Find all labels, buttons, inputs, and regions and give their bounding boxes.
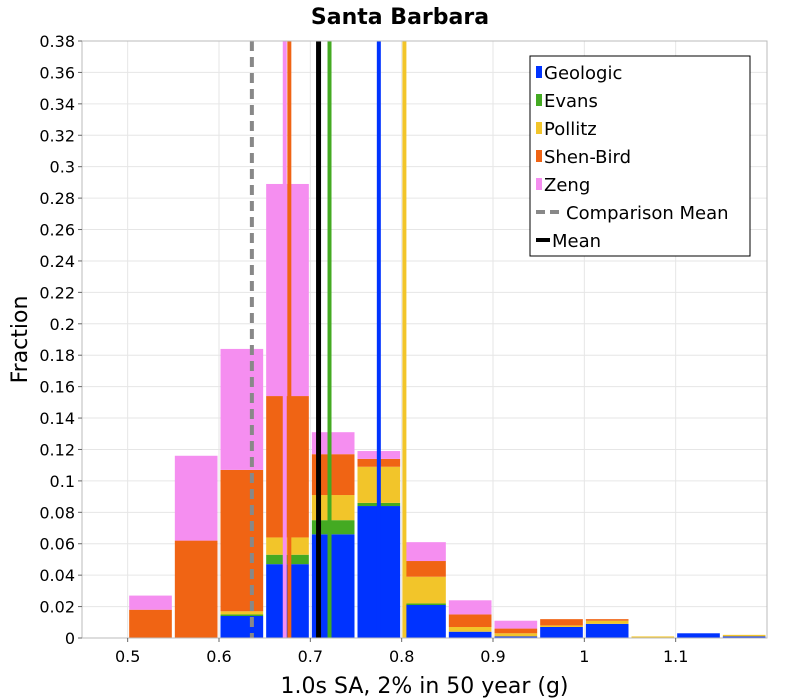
bar-zeng xyxy=(403,542,446,562)
x-tick-label: 0.6 xyxy=(206,647,231,666)
y-tick-label: 0.04 xyxy=(39,566,75,585)
x-axis: 0.5 0.6 0.7 0.8 0.9 1 1.1 xyxy=(115,638,688,666)
bar-pollitz xyxy=(631,636,675,638)
legend-label-zeng: Zeng xyxy=(544,175,590,196)
legend-swatch-zeng xyxy=(536,178,542,190)
bar-pollitz xyxy=(722,634,766,637)
y-tick-label: 0.12 xyxy=(39,440,75,459)
bar-geologic xyxy=(448,631,492,638)
x-tick-label: 0.8 xyxy=(389,647,414,666)
bar-zeng xyxy=(220,348,264,470)
y-tick-label: 0.3 xyxy=(50,158,75,177)
bar-shen-bird xyxy=(403,561,446,577)
chart-title: Santa Barbara xyxy=(311,5,489,30)
bar-shen-bird xyxy=(174,540,218,638)
x-tick-label: 0.9 xyxy=(480,647,505,666)
legend: Geologic Evans Pollitz Shen-Bird Zeng Compari… xyxy=(529,55,751,257)
y-axis: 0 0.02 0.04 0.06 0.08 0.1 0.12 0.14 0.16 0.18 0.2 0… xyxy=(39,32,82,648)
y-tick-label: 0.18 xyxy=(39,346,75,365)
y-tick-label: 0.32 xyxy=(39,126,75,145)
legend-swatch-geologic xyxy=(536,66,542,78)
bar-zeng xyxy=(494,620,538,629)
bar-evans xyxy=(403,603,446,606)
mean-lines-layer xyxy=(249,41,407,638)
legend-label-geologic: Geologic xyxy=(544,63,622,84)
y-tick-label: 0.14 xyxy=(39,409,75,428)
bar-shen-bird xyxy=(220,469,264,612)
y-tick-label: 0.08 xyxy=(39,503,75,522)
bar-zeng xyxy=(174,455,218,541)
bar-evans xyxy=(311,520,355,535)
x-tick-label: 0.5 xyxy=(115,647,140,666)
y-tick-label: 0.02 xyxy=(39,598,75,617)
bar-pollitz xyxy=(220,611,264,615)
bar-geologic xyxy=(403,605,446,638)
y-tick-label: 0.38 xyxy=(39,32,75,51)
bar-geologic xyxy=(722,636,766,638)
y-tick-label: 0 xyxy=(65,629,75,648)
bar-shen-bird xyxy=(129,609,172,638)
bar-zeng xyxy=(129,595,172,610)
y-tick-label: 0.34 xyxy=(39,95,75,114)
bar-geologic xyxy=(494,636,538,638)
bar-geologic xyxy=(585,623,629,638)
y-tick-label: 0.28 xyxy=(39,189,75,208)
x-tick-label: 0.7 xyxy=(298,647,323,666)
legend-label-pollitz: Pollitz xyxy=(544,119,597,140)
y-tick-label: 0.1 xyxy=(50,472,75,491)
bar-geologic xyxy=(220,616,264,638)
bar-pollitz xyxy=(448,627,492,632)
y-tick-label: 0.22 xyxy=(39,283,75,302)
bar-zeng xyxy=(448,600,492,615)
legend-label-evans: Evans xyxy=(544,91,598,112)
legend-label-comparison-mean: Comparison Mean xyxy=(566,203,729,224)
bar-shen-bird xyxy=(540,619,583,626)
bar-shen-bird xyxy=(448,614,492,628)
legend-swatch-shen-bird xyxy=(536,150,542,162)
bar-geologic xyxy=(677,633,720,638)
y-tick-label: 0.26 xyxy=(39,221,75,240)
x-tick-label: 1.1 xyxy=(663,647,688,666)
y-axis-label: Fraction xyxy=(8,296,33,384)
bar-shen-bird xyxy=(494,628,538,634)
y-tick-label: 0.2 xyxy=(50,315,75,334)
bar-zeng xyxy=(311,432,355,455)
bar-pollitz xyxy=(585,620,629,624)
x-axis-label: 1.0s SA, 2% in 50 year (g) xyxy=(281,674,569,699)
bar-evans xyxy=(220,614,264,617)
bar-pollitz xyxy=(494,633,538,637)
y-tick-label: 0.36 xyxy=(39,63,75,82)
bar-shen-bird xyxy=(585,619,629,621)
y-tick-label: 0.06 xyxy=(39,535,75,554)
bar-pollitz xyxy=(403,576,446,604)
legend-label-shen-bird: Shen-Bird xyxy=(544,147,631,168)
legend-box xyxy=(529,55,751,257)
bar-pollitz xyxy=(540,625,583,628)
legend-label-mean: Mean xyxy=(552,231,601,252)
x-tick-label: 1 xyxy=(579,647,589,666)
legend-swatch-pollitz xyxy=(536,122,542,134)
y-tick-label: 0.24 xyxy=(39,252,75,271)
legend-swatch-evans xyxy=(536,94,542,106)
y-tick-label: 0.16 xyxy=(39,378,75,397)
plot-area-border xyxy=(81,40,768,639)
bar-geologic xyxy=(540,627,583,638)
